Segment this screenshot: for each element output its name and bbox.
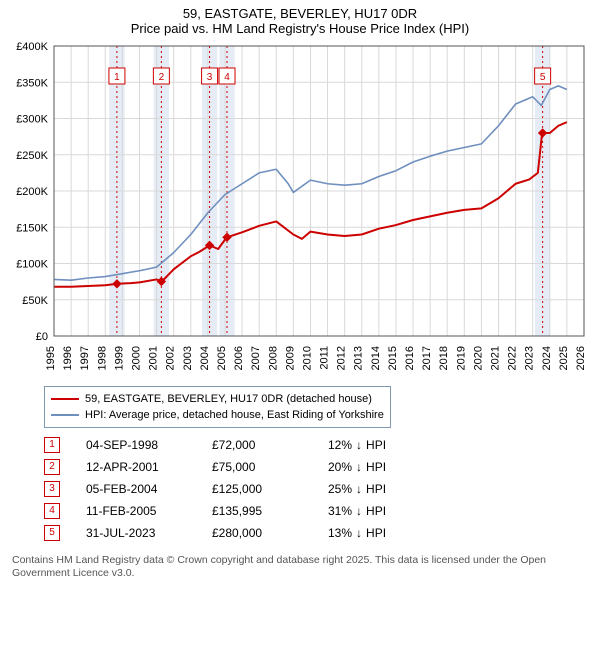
svg-text:1999: 1999: [113, 346, 125, 370]
svg-text:2017: 2017: [421, 346, 433, 370]
svg-text:1: 1: [114, 72, 120, 83]
svg-text:£200K: £200K: [16, 186, 48, 198]
svg-text:2003: 2003: [182, 346, 194, 370]
transaction-price: £135,995: [212, 500, 302, 522]
svg-text:2021: 2021: [490, 346, 502, 370]
svg-text:2016: 2016: [404, 346, 416, 370]
svg-text:1997: 1997: [79, 346, 91, 370]
svg-text:2015: 2015: [387, 346, 399, 370]
title-line1: 59, EASTGATE, BEVERLEY, HU17 0DR: [8, 6, 592, 21]
transaction-date: 11-FEB-2005: [86, 500, 186, 522]
svg-text:£100K: £100K: [16, 259, 48, 271]
title-line2: Price paid vs. HM Land Registry's House …: [8, 21, 592, 36]
footnote: Contains HM Land Registry data © Crown c…: [12, 554, 588, 580]
svg-text:2002: 2002: [165, 346, 177, 370]
transaction-row: 5 31-JUL-2023 £280,000 13%↓HPI: [44, 522, 588, 544]
transaction-date: 31-JUL-2023: [86, 522, 186, 544]
svg-text:2: 2: [159, 72, 165, 83]
transaction-marker: 5: [44, 525, 60, 541]
arrow-down-icon: ↓: [356, 478, 362, 500]
svg-text:2013: 2013: [353, 346, 365, 370]
transactions-table: 1 04-SEP-1998 £72,000 12%↓HPI 2 12-APR-2001 £7…: [44, 434, 588, 544]
transaction-price: £75,000: [212, 456, 302, 478]
svg-text:2006: 2006: [233, 346, 245, 370]
transaction-date: 05-FEB-2004: [86, 478, 186, 500]
svg-text:2018: 2018: [438, 346, 450, 370]
svg-text:1995: 1995: [45, 346, 57, 370]
transaction-date: 04-SEP-1998: [86, 434, 186, 456]
legend-swatch: [51, 398, 79, 400]
svg-text:2007: 2007: [250, 346, 262, 370]
svg-text:2014: 2014: [370, 346, 382, 370]
legend-label: HPI: Average price, detached house, East…: [85, 407, 384, 423]
svg-text:£400K: £400K: [16, 41, 48, 53]
chart: £0 £50K £100K £150K £200K £250K £300K £350K £400…: [8, 40, 592, 380]
svg-text:2009: 2009: [284, 346, 296, 370]
arrow-down-icon: ↓: [356, 434, 362, 456]
legend-swatch: [51, 414, 79, 416]
transaction-marker: 1: [44, 437, 60, 453]
svg-text:2024: 2024: [541, 346, 553, 370]
legend-row: 59, EASTGATE, BEVERLEY, HU17 0DR (detach…: [51, 391, 384, 407]
chart-svg: £0 £50K £100K £150K £200K £250K £300K £350K £400…: [8, 40, 592, 380]
chart-title-block: 59, EASTGATE, BEVERLEY, HU17 0DR Price p…: [8, 6, 592, 36]
svg-text:2011: 2011: [319, 346, 331, 370]
transaction-marker: 2: [44, 459, 60, 475]
svg-text:2022: 2022: [507, 346, 519, 370]
transaction-pct: 13%↓HPI: [328, 522, 428, 544]
svg-text:2004: 2004: [199, 346, 211, 370]
svg-text:2010: 2010: [301, 346, 313, 370]
transaction-date: 12-APR-2001: [86, 456, 186, 478]
svg-text:£0: £0: [36, 331, 48, 343]
transaction-row: 1 04-SEP-1998 £72,000 12%↓HPI: [44, 434, 588, 456]
transaction-pct: 12%↓HPI: [328, 434, 428, 456]
svg-text:2023: 2023: [524, 346, 536, 370]
svg-text:£350K: £350K: [16, 77, 48, 89]
transaction-marker: 3: [44, 481, 60, 497]
svg-text:2019: 2019: [455, 346, 467, 370]
svg-text:4: 4: [224, 72, 230, 83]
transaction-pct: 25%↓HPI: [328, 478, 428, 500]
transaction-row: 2 12-APR-2001 £75,000 20%↓HPI: [44, 456, 588, 478]
svg-text:2026: 2026: [575, 346, 587, 370]
transaction-price: £280,000: [212, 522, 302, 544]
svg-text:1996: 1996: [62, 346, 74, 370]
svg-text:2020: 2020: [472, 346, 484, 370]
arrow-down-icon: ↓: [356, 500, 362, 522]
arrow-down-icon: ↓: [356, 522, 362, 544]
svg-text:5: 5: [540, 72, 546, 83]
transaction-pct: 20%↓HPI: [328, 456, 428, 478]
transaction-price: £125,000: [212, 478, 302, 500]
svg-text:3: 3: [207, 72, 213, 83]
svg-text:2001: 2001: [148, 346, 160, 370]
svg-text:1998: 1998: [96, 346, 108, 370]
svg-text:2000: 2000: [130, 346, 142, 370]
svg-text:2025: 2025: [558, 346, 570, 370]
svg-text:£50K: £50K: [22, 295, 48, 307]
svg-text:£250K: £250K: [16, 150, 48, 162]
svg-text:£300K: £300K: [16, 114, 48, 126]
transaction-row: 4 11-FEB-2005 £135,995 31%↓HPI: [44, 500, 588, 522]
svg-text:£150K: £150K: [16, 222, 48, 234]
legend-row: HPI: Average price, detached house, East…: [51, 407, 384, 423]
svg-text:2005: 2005: [216, 346, 228, 370]
transaction-row: 3 05-FEB-2004 £125,000 25%↓HPI: [44, 478, 588, 500]
transaction-marker: 4: [44, 503, 60, 519]
transaction-price: £72,000: [212, 434, 302, 456]
legend: 59, EASTGATE, BEVERLEY, HU17 0DR (detach…: [44, 386, 391, 428]
arrow-down-icon: ↓: [356, 456, 362, 478]
transaction-pct: 31%↓HPI: [328, 500, 428, 522]
svg-text:2008: 2008: [267, 346, 279, 370]
svg-text:2012: 2012: [336, 346, 348, 370]
legend-label: 59, EASTGATE, BEVERLEY, HU17 0DR (detach…: [85, 391, 372, 407]
